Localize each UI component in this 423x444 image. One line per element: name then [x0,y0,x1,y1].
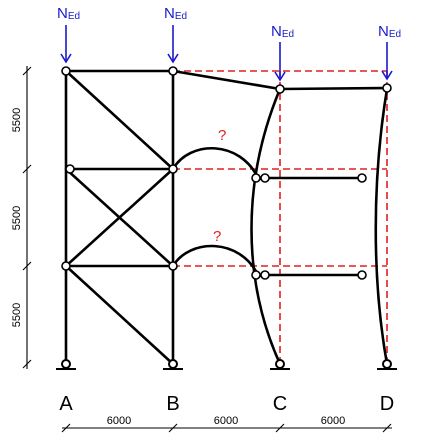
beam-bc-level-2-arched [171,147,260,180]
undeformed-grid [173,70,388,364]
hinge [275,84,285,94]
supports [56,359,397,370]
load-label: NEd [378,23,401,40]
dimension-tick [275,423,285,433]
unknown-mark-upper: ? [218,127,226,144]
column-d-deformed [374,87,389,366]
dimension-tick [22,261,32,271]
storey-height-2: 5500 [11,206,23,230]
load-labels: NEd NEd NEd NEd [57,5,401,40]
support-hinge-d [382,359,392,369]
column-c-deformed [250,87,282,366]
load-arrow-head [60,53,72,64]
bay-width-2: 6000 [214,415,238,427]
hinge [61,261,71,271]
hinge [65,164,75,174]
dimension-tick [22,164,32,174]
hinge [251,270,261,280]
support-hinge-c [275,359,285,369]
frame-members [64,69,389,366]
hinge [382,83,392,93]
hinge [357,270,367,280]
hinge [251,173,261,183]
bay-width-3: 6000 [321,415,345,427]
support-hinge-b [168,359,178,369]
load-label: NEd [271,23,294,40]
hinge [260,270,270,280]
dimension-tick [22,359,32,369]
load-arrows [60,25,393,82]
beam-cd-top [278,86,389,91]
support-label-d: D [380,393,394,415]
load-label: NEd [164,5,187,22]
load-arrow-head [381,70,393,81]
hinge [61,66,71,76]
hinge [357,173,367,183]
load-label: NEd [57,5,80,22]
dimension-tick [382,423,392,433]
storey-height-3: 5500 [11,108,23,132]
bay-width-1: 6000 [107,415,131,427]
brace-bottom-bay [64,264,175,366]
load-arrow-head [274,71,286,82]
hinges [61,66,392,280]
hinge [168,66,178,76]
hinge [168,261,178,271]
unknown-mark-lower: ? [213,228,221,245]
beam-bc-top [171,69,282,91]
support-label-b: B [166,393,179,415]
dimension-tick [61,423,71,433]
storey-height-1: 5500 [11,303,23,327]
brace-mid-bay-2 [64,167,175,268]
support-label-a: A [59,393,73,415]
support-label-c: C [273,393,287,415]
dimension-tick [22,66,32,76]
vertical-dimension [22,66,32,369]
hinge [168,164,178,174]
horizontal-dimension [61,423,392,433]
brace-top-bay [64,69,175,171]
load-arrow-head [167,53,179,64]
support-hinge-a [61,359,71,369]
dimension-tick [168,423,178,433]
hinge [260,173,270,183]
beam-bc-level-1-arched [171,244,260,277]
